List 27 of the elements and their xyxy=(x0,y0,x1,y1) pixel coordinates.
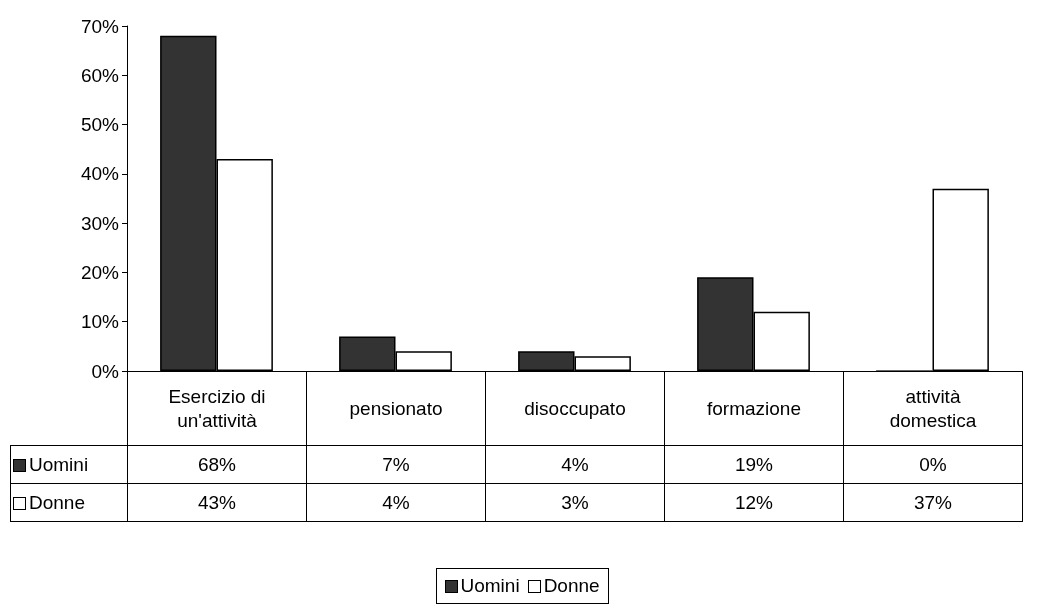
data-label: 7% xyxy=(306,445,486,484)
x-tick-label: attività domestica xyxy=(843,371,1023,446)
data-label: 4% xyxy=(485,445,665,484)
x-tick-label: disoccupato xyxy=(485,371,665,446)
data-label: 12% xyxy=(664,483,844,522)
x-tick-label: formazione xyxy=(664,371,844,446)
y-tick-label: 50% xyxy=(80,114,120,136)
data-label: 0% xyxy=(843,445,1023,484)
data-label: 19% xyxy=(664,445,844,484)
data-label: 3% xyxy=(485,483,665,522)
data-label: 68% xyxy=(127,445,307,484)
x-tick-label: pensionato xyxy=(306,371,486,446)
legend-label: Uomini xyxy=(10,445,128,484)
data-label: 43% xyxy=(127,483,307,522)
y-tick-label: 60% xyxy=(80,64,120,86)
y-tick-label: 10% xyxy=(80,311,120,333)
y-tick-label: 70% xyxy=(80,15,120,37)
text: Uomini xyxy=(460,575,520,596)
y-tick-label: 30% xyxy=(80,212,120,234)
data-label: 37% xyxy=(843,483,1023,522)
data-label: 4% xyxy=(306,483,486,522)
y-tick-label: 40% xyxy=(80,163,120,185)
x-tick-label: Esercizio di un'attività xyxy=(127,371,307,446)
y-tick-label: 0% xyxy=(91,360,120,382)
text: Donne xyxy=(543,575,600,596)
legend-label: Donne xyxy=(10,483,128,522)
y-tick-label: 20% xyxy=(80,261,120,283)
